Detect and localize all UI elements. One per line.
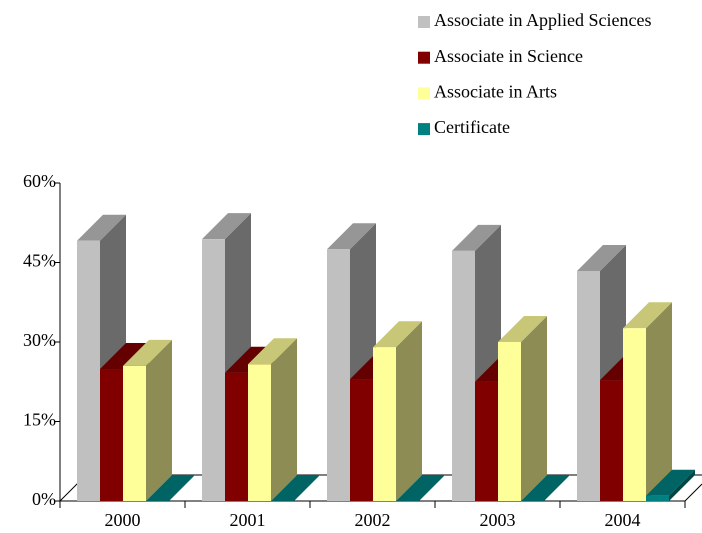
x-tick-label: 2004	[605, 510, 641, 530]
bar-top	[202, 213, 251, 240]
y-tick-label: 60%	[23, 171, 56, 191]
legend-label: Associate in Applied Sciences	[434, 10, 651, 30]
bar	[350, 379, 373, 501]
bar-side	[521, 316, 547, 501]
legend-label: Associate in Arts	[434, 82, 557, 102]
bar	[248, 364, 271, 501]
bar	[77, 240, 100, 501]
legend-swatch	[418, 51, 430, 64]
bar	[373, 347, 396, 501]
y-tick-label: 0%	[32, 489, 56, 509]
y-tick-label: 45%	[23, 251, 56, 271]
bar-side	[146, 339, 172, 501]
bar-top	[77, 214, 126, 241]
bar-top	[646, 469, 695, 496]
bar	[646, 495, 669, 501]
bar-top	[123, 339, 172, 366]
bar	[577, 270, 600, 501]
bar-side	[669, 469, 695, 501]
bar	[623, 328, 646, 501]
bar-top	[577, 244, 626, 271]
bar-side	[271, 338, 297, 501]
bar-top	[623, 302, 672, 329]
bar	[475, 381, 498, 501]
floor-edge	[684, 483, 702, 502]
x-tick-label: 2001	[230, 510, 266, 530]
legend-label: Certificate	[434, 117, 510, 137]
bar-top	[327, 223, 376, 250]
bar	[123, 365, 146, 501]
bar	[600, 380, 623, 501]
bar-side	[646, 302, 672, 501]
bar-top	[146, 475, 195, 501]
bar	[498, 342, 521, 501]
legend-label: Associate in Science	[434, 46, 583, 66]
bar-top	[373, 321, 422, 348]
bar-top	[100, 343, 149, 370]
bar	[202, 239, 225, 501]
bar-top	[498, 316, 547, 342]
legend-swatch	[418, 16, 430, 28]
y-tick-label: 30%	[23, 330, 56, 350]
bar	[100, 369, 123, 501]
x-tick-label: 2003	[480, 510, 516, 530]
bar-top	[271, 475, 320, 501]
legend-swatch	[418, 87, 430, 100]
bar-top	[521, 475, 570, 501]
bar	[225, 372, 248, 501]
bar-top	[452, 224, 501, 251]
x-tick-label: 2002	[355, 510, 391, 530]
bar-top	[396, 475, 445, 501]
bar-side	[396, 321, 422, 501]
bar	[452, 250, 475, 501]
bar	[327, 249, 350, 501]
bar-top	[248, 338, 297, 365]
legend-swatch	[418, 123, 430, 136]
x-tick-label: 2000	[105, 510, 141, 530]
y-tick-label: 15%	[23, 410, 56, 430]
